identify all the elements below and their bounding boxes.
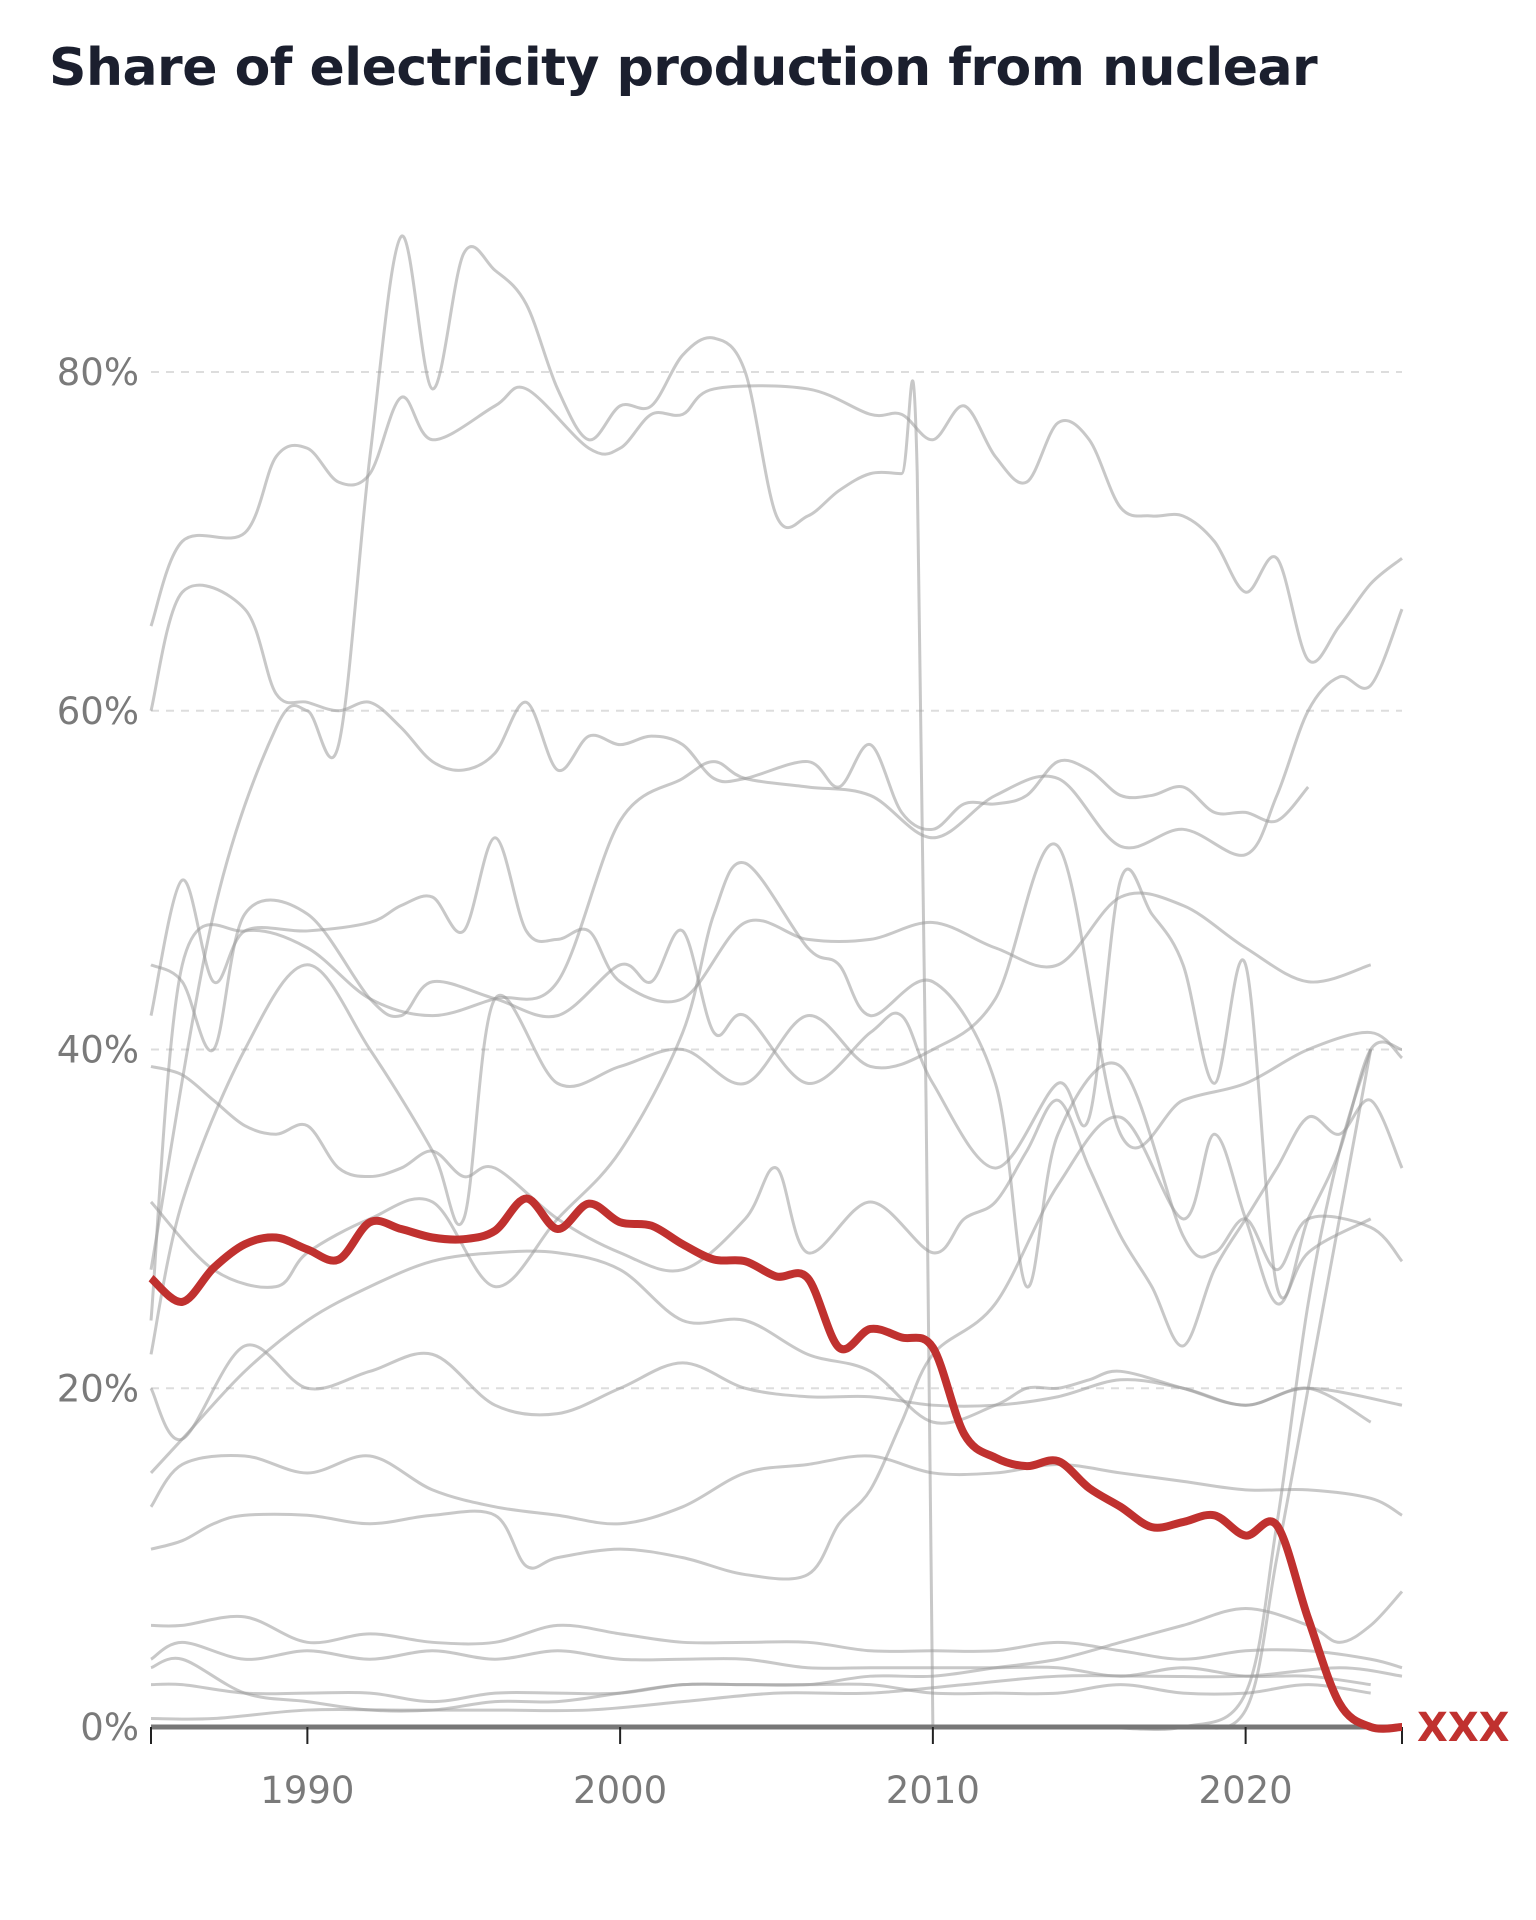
- background-series-line: [150, 1064, 1404, 1348]
- gridlines: [151, 371, 1402, 1390]
- background-series-line: [150, 1590, 1404, 1713]
- x-axis: [150, 1724, 1403, 1744]
- x-tick-label: 2020: [1199, 1769, 1293, 1812]
- y-tick-label: 20%: [57, 1367, 139, 1410]
- background-series-line: [149, 384, 1403, 664]
- y-tick-label: 0%: [80, 1706, 139, 1749]
- background-series-line: [149, 1249, 1372, 1474]
- x-tick-label: 2000: [573, 1769, 667, 1812]
- background-series-line: [149, 1343, 1403, 1441]
- highlight-series: [148, 1194, 1403, 1733]
- background-series-line: [149, 608, 1404, 1321]
- background-series-line: [149, 583, 1310, 832]
- background-series-line: [150, 1614, 1403, 1670]
- background-series-line: [150, 867, 1403, 1300]
- chart-title: Share of electricity production from nuc…: [49, 38, 1318, 98]
- tick-labels: 0% 20% 40% 60% 80% 1990 2000 2010 2020 XXX: [57, 351, 1510, 1812]
- highlight-series-line: [148, 1194, 1403, 1733]
- y-tick-label: 40%: [57, 1029, 139, 1072]
- background-series-line: [150, 1640, 1371, 1687]
- background-series-line: [149, 836, 1372, 1016]
- y-tick-label: 60%: [57, 690, 139, 733]
- background-series-line: [150, 1115, 1372, 1581]
- x-tick-label: 1990: [260, 1769, 354, 1812]
- background-series-line: [149, 842, 1404, 1355]
- y-tick-label: 80%: [57, 351, 139, 394]
- background-series: [149, 234, 1404, 1731]
- background-series-line: [150, 1666, 1403, 1721]
- background-series-line: [149, 861, 1404, 1289]
- background-series-line: [149, 1454, 1403, 1526]
- series-end-label: XXX: [1417, 1705, 1510, 1751]
- x-tick-label: 2010: [886, 1769, 980, 1812]
- background-series-line: [149, 234, 935, 1728]
